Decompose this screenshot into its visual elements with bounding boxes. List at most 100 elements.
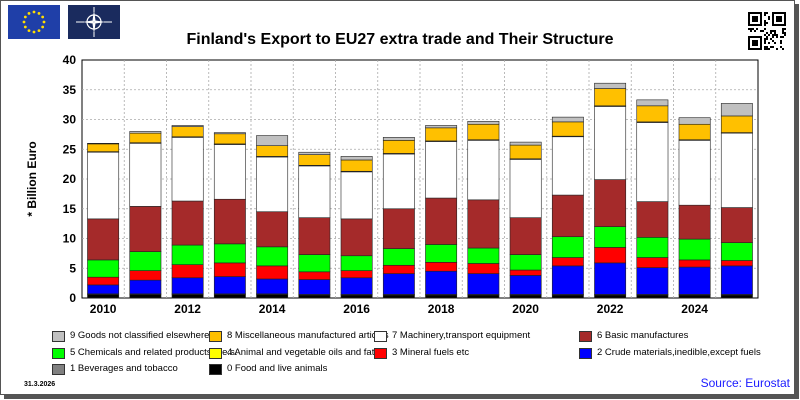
y-tick-label: 0 [69,291,76,305]
legend-label: 3 Mineral fuels etc [392,347,470,358]
bar-segment [678,140,711,206]
bar-segment [87,143,120,145]
bar-segment [298,151,331,155]
date-stamp: 31.3.2026 [24,381,56,388]
bar-segment [720,294,753,299]
bar-segment [256,135,289,146]
legend-label: 5 Chemicals and related products,n.e.s. [70,347,238,358]
bar-segment [467,199,500,249]
bar-segment [298,154,331,166]
bar-segment [213,243,246,264]
bar-segment [298,254,331,273]
legend-label: 7 Machinery,transport equipment [392,330,531,341]
x-tick-label: 2014 [259,302,286,316]
bar-segment [298,271,331,280]
bar-segment [129,131,162,134]
bar-segment [678,238,711,261]
bar-segment [129,143,162,207]
bar-segment [551,265,584,295]
bar-segment [509,144,542,160]
bar-segment [340,156,373,161]
bar-segment [467,294,500,299]
bar-segment [382,137,415,141]
bar-segment [425,141,458,199]
bar-segment [720,260,753,267]
bar-segment [171,277,204,295]
bar-segment [298,294,331,299]
source-link[interactable]: Source: Eurostat [700,376,790,390]
bar-segment [467,247,500,264]
bar-segment [382,248,415,266]
bar-segment [129,132,162,144]
legend-swatch [52,364,65,375]
bar-segment [256,211,289,248]
bar-segment [171,294,204,299]
bar-segment [171,264,204,279]
bar-segment [213,276,246,295]
bar-segment [467,120,500,125]
bar-segment [87,276,120,286]
legend-swatch [209,364,222,375]
bar-segment [425,127,458,142]
bar-segment [256,156,289,213]
bar-segment [720,115,753,133]
bar-segment [720,132,753,208]
y-tick-label: 25 [63,142,77,156]
nato-flag-icon [68,5,120,39]
bar-segment [425,270,458,295]
bar-segment [213,132,246,135]
bar-segment [636,105,669,123]
bar-segment [594,82,627,89]
bar-segment [636,257,669,268]
bar-segment [425,197,458,245]
bar-segment [171,137,204,202]
bar-segment [382,273,415,295]
bar-segment [256,145,289,157]
bar-segment [340,294,373,299]
bar-segment [509,269,542,276]
bar-segment [382,140,415,154]
bar-segment [171,126,204,138]
bar-segment [382,208,415,249]
bar-segment [594,88,627,107]
bar-segment [467,263,500,274]
bar-segment [636,294,669,299]
bar-segment [171,244,204,265]
bar-segment [87,143,120,152]
bar-segment [382,294,415,299]
y-tick-label: 15 [63,202,77,216]
bar-segment [129,270,162,281]
bar-segment [298,279,331,295]
bar-segment [467,140,500,201]
legend-swatch [209,331,222,342]
bar-segment [129,251,162,271]
bar-segment [425,294,458,299]
y-tick-label: 20 [63,172,77,186]
bar-segment [87,259,120,278]
legend-label: 1 Beverages and tobacco [70,363,178,374]
bar-segment [298,165,331,218]
legend-swatch [374,348,387,359]
bar-segment [171,125,204,127]
bar-segment [509,275,542,295]
eu-flag-icon [8,5,60,39]
y-tick-label: 10 [63,232,77,246]
legend-label: 6 Basic manufactures [597,330,689,341]
bar-segment [720,207,753,243]
bar-segment [594,179,627,227]
bar-segment [594,262,627,295]
x-tick-label: 2024 [681,302,708,316]
x-tick-label: 2010 [90,302,117,316]
x-tick-label: 2018 [428,302,455,316]
x-tick-label: 2016 [343,302,370,316]
y-tick-label: 35 [63,83,77,97]
bar-segment [720,265,753,295]
bar-segment [636,267,669,295]
bar-segment [509,294,542,299]
legend-swatch [209,348,222,359]
y-axis-label: * Billion Euro [25,141,39,216]
legend-swatch [374,331,387,342]
bar-segment [636,99,669,107]
bar-segment [551,194,584,238]
bar-segment [720,242,753,261]
